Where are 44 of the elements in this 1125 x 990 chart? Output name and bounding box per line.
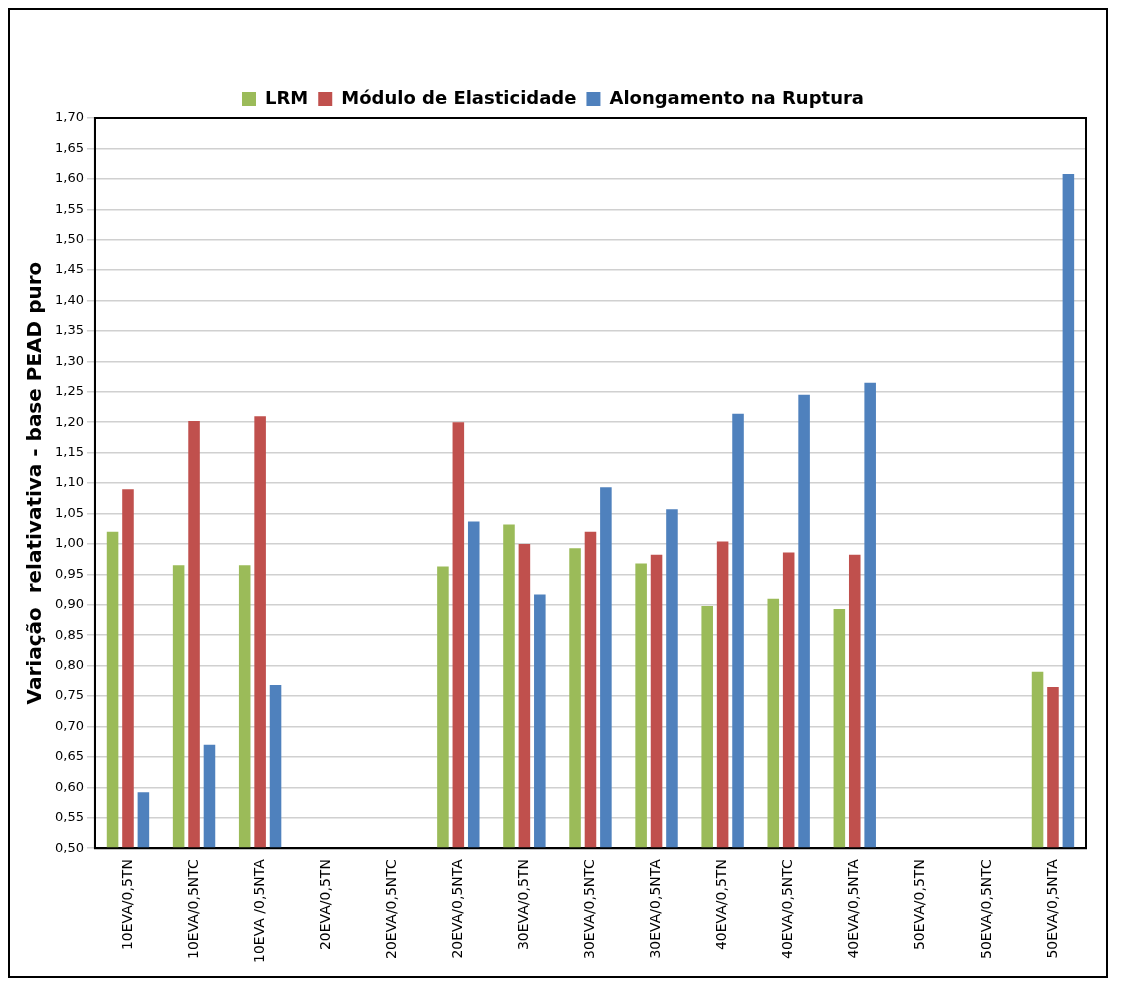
- legend-label: Módulo de Elasticidade: [341, 86, 577, 108]
- x-tick-label: 10EVA/0,5TN: [118, 859, 135, 951]
- x-tick-label: 50EVA/0,5NTC: [977, 858, 994, 960]
- y-tick-label: 1,25: [54, 383, 84, 399]
- y-tick-label: 1,30: [54, 352, 84, 368]
- x-tick-label: 10EVA/0,5NTC: [184, 858, 201, 960]
- legend-label: LRM: [265, 86, 309, 108]
- y-tick-label: 0,90: [54, 596, 84, 612]
- x-tick-label: 20EVA/0,5NTA: [448, 858, 465, 959]
- x-tick-label: 20EVA/0,5TN: [316, 859, 333, 951]
- x-tick-label: 50EVA/0,5TN: [911, 859, 928, 951]
- x-tick-label: 40EVA/0,5NTC: [779, 858, 796, 960]
- y-tick-label: 1,45: [54, 261, 84, 277]
- y-axis-title: Variação relativativa - base PEAD puro: [22, 261, 47, 705]
- y-tick-label: 1,35: [54, 322, 84, 338]
- x-tick-label: 20EVA/0,5NTC: [382, 858, 399, 960]
- y-tick-label: 0,50: [54, 839, 84, 855]
- y-tick-label: 0,70: [54, 717, 84, 733]
- y-tick-label: 1,65: [54, 139, 84, 155]
- y-tick-label: 0,60: [54, 778, 84, 794]
- y-tick-label: 1,00: [54, 535, 84, 551]
- y-tick-label: 1,15: [54, 444, 84, 460]
- y-tick-label: 1,55: [54, 200, 84, 216]
- y-tick-label: 1,10: [54, 474, 84, 490]
- y-tick-label: 0,95: [54, 565, 84, 581]
- y-tick-label: 1,50: [54, 231, 84, 247]
- y-tick-label: 1,40: [54, 291, 84, 307]
- x-tick-label: 40EVA/0,5TN: [713, 859, 730, 951]
- y-tick-label: 1,60: [54, 170, 84, 186]
- y-tick-label: 0,65: [54, 748, 84, 764]
- y-tick-label: 1,05: [54, 504, 84, 520]
- x-tick-label: 50EVA/0,5NTA: [1043, 858, 1060, 959]
- y-tick-label: 0,85: [54, 626, 84, 642]
- y-tick-label: 0,55: [54, 809, 84, 825]
- legend-label: Alongamento na Ruptura: [609, 86, 865, 108]
- y-tick-label: 1,70: [54, 109, 84, 125]
- x-tick-label: 10EVA /0,5NTA: [250, 858, 267, 964]
- x-tick-label: 30EVA/0,5NTA: [647, 858, 664, 959]
- y-tick-label: 0,80: [54, 656, 84, 672]
- x-tick-label: 40EVA/0,5NTA: [845, 858, 862, 959]
- x-tick-label: 30EVA/0,5TN: [515, 859, 532, 951]
- x-tick-label: 30EVA/0,5NTC: [581, 858, 598, 960]
- y-tick-label: 1,20: [54, 413, 84, 429]
- y-tick-label: 0,75: [54, 687, 84, 703]
